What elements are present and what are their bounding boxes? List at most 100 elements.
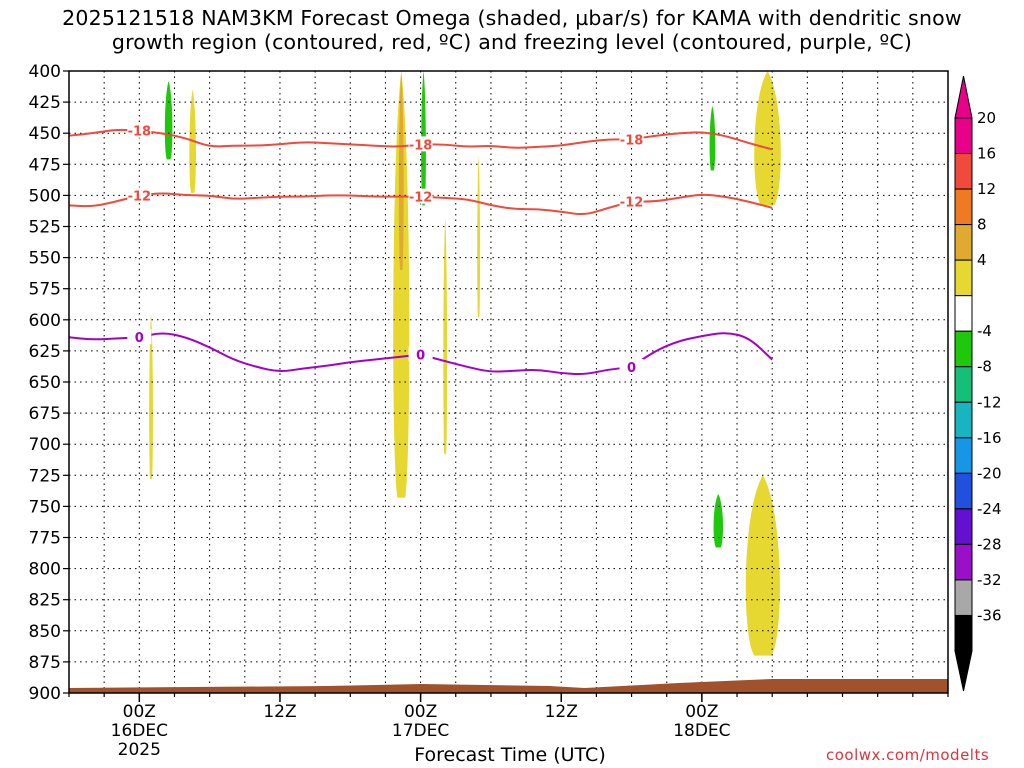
omega-shading	[149, 71, 781, 656]
colorbar-box	[954, 579, 973, 616]
contour-label: -18	[620, 133, 644, 148]
x-tick-date-label: 16DEC	[111, 721, 168, 741]
y-tick-label: 400	[29, 62, 61, 82]
colorbar-box	[954, 401, 973, 439]
y-tick-label: 550	[29, 249, 61, 269]
omega-region	[754, 71, 781, 206]
colorbar-bottom-arrow	[954, 650, 973, 692]
colorbar-top-arrow	[954, 75, 973, 119]
y-tick-label: 600	[29, 311, 61, 331]
contour-label: -12	[409, 191, 433, 206]
axes: 400 425 450 475 500 525 550 575 600 625 650 675 700 7…	[29, 62, 949, 760]
y-tick-label: 650	[29, 373, 61, 393]
colorbar-label: -36	[977, 606, 1002, 624]
y-tick-label: 425	[29, 93, 61, 113]
contour-label-bg	[619, 131, 644, 147]
omega-region	[709, 105, 716, 171]
colorbar-label: -24	[977, 500, 1002, 518]
colorbar-box	[954, 188, 973, 226]
chart-title-line-2: growth region (contoured, red, ºC) and f…	[111, 30, 913, 54]
colorbar-label: -32	[977, 571, 1002, 589]
y-tick-label: 700	[29, 435, 61, 455]
colorbar-label: -4	[977, 322, 992, 340]
chart-title-line-1: 2025121518 NAM3KM Forecast Omega (shaded…	[62, 6, 962, 30]
y-tick-label: 825	[29, 591, 61, 611]
omega-region	[713, 493, 724, 548]
x-tick-date-label: 18DEC	[673, 721, 730, 741]
x-tick-label: 12Z	[263, 702, 296, 722]
contour-label: 0	[627, 361, 636, 376]
contour-label: 0	[135, 331, 144, 346]
contour-label-bg	[408, 136, 433, 152]
colorbar-label: -20	[977, 464, 1002, 482]
y-tick-label: 675	[29, 404, 61, 424]
colorbar-box	[954, 366, 973, 403]
contours: -18 -18 -18 -12 -12 -12 0 0 0	[68, 122, 773, 376]
omega-region	[393, 71, 410, 498]
colorbar-label: -8	[977, 358, 992, 376]
omega-region	[443, 217, 448, 455]
contour-label-bg	[619, 359, 644, 375]
chart-title: 2025121518 NAM3KM Forecast Omega (shaded…	[0, 6, 1024, 54]
y-tick-label: 575	[29, 280, 61, 300]
omega-region	[398, 71, 404, 271]
colorbar-label: -16	[977, 429, 1002, 447]
contour-label: -12	[128, 189, 152, 204]
y-tick-label: 775	[29, 529, 61, 549]
y-tick-label: 525	[29, 218, 61, 238]
y-tick-label: 750	[29, 497, 61, 517]
colorbar-label: 12	[977, 180, 996, 198]
colorbar-label: 8	[977, 216, 987, 234]
y-tick-label: 500	[29, 186, 61, 206]
omega-region	[149, 313, 153, 480]
omega-region	[477, 155, 481, 318]
omega-region	[745, 475, 780, 656]
y-tick-label: 450	[29, 124, 61, 144]
contour-label-bg	[408, 188, 433, 204]
colorbar-box	[954, 330, 973, 368]
colorbar-box	[954, 259, 973, 297]
contour-label-bg	[127, 329, 152, 345]
colorbar-box	[954, 224, 973, 261]
colorbar-box	[954, 117, 973, 155]
x-tick-label: 00Z	[123, 702, 156, 722]
terrain-fill	[69, 679, 948, 693]
colorbar-box	[954, 614, 973, 652]
colorbar-label: 20	[977, 109, 996, 127]
colorbar-label: 16	[977, 145, 996, 163]
plot-frame	[68, 70, 949, 694]
y-tick-label: 725	[29, 466, 61, 486]
credit-link[interactable]: coolwx.com/modelts	[826, 746, 990, 764]
x-tick-label: 12Z	[545, 702, 578, 722]
contour-label: -12	[620, 196, 644, 211]
grid-lines	[69, 70, 948, 694]
x-tick-label: 00Z	[404, 702, 437, 722]
y-tick-label: 900	[29, 684, 61, 704]
contour-label-bg	[127, 122, 152, 138]
colorbar-box	[954, 437, 973, 474]
contour-label: 0	[416, 349, 425, 364]
colorbar-box	[954, 472, 973, 510]
terrain	[69, 679, 948, 693]
contour-label-bg	[619, 193, 644, 209]
colorbar-label: -28	[977, 535, 1002, 553]
colorbar-label: 4	[977, 251, 987, 269]
y-tick-label: 800	[29, 560, 61, 580]
y-tick-label: 625	[29, 342, 61, 362]
x-tick-label: 00Z	[685, 702, 718, 722]
y-tick-label: 475	[29, 155, 61, 175]
x-tick-date-label: 17DEC	[392, 721, 449, 741]
colorbar: 20 16 12 8 4 -4 -8 -12 -16 -20 -24 -28 -32 -36	[954, 75, 1002, 692]
contour-label: -18	[409, 138, 433, 153]
colorbar-box	[954, 153, 973, 190]
colorbar-box	[954, 508, 973, 545]
colorbar-label: -12	[977, 393, 1002, 411]
contour-label-bg	[127, 187, 152, 203]
x-tick-year-label: 2025	[118, 740, 161, 760]
omega-region	[164, 80, 173, 160]
x-axis-label: Forecast Time (UTC)	[414, 744, 606, 766]
colorbar-box	[954, 543, 973, 581]
y-tick-label: 875	[29, 653, 61, 673]
colorbar-box	[954, 295, 973, 332]
